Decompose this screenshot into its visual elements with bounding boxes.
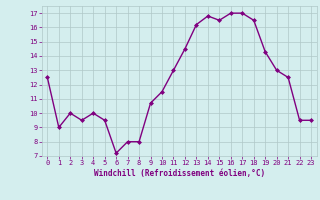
X-axis label: Windchill (Refroidissement éolien,°C): Windchill (Refroidissement éolien,°C) (94, 169, 265, 178)
